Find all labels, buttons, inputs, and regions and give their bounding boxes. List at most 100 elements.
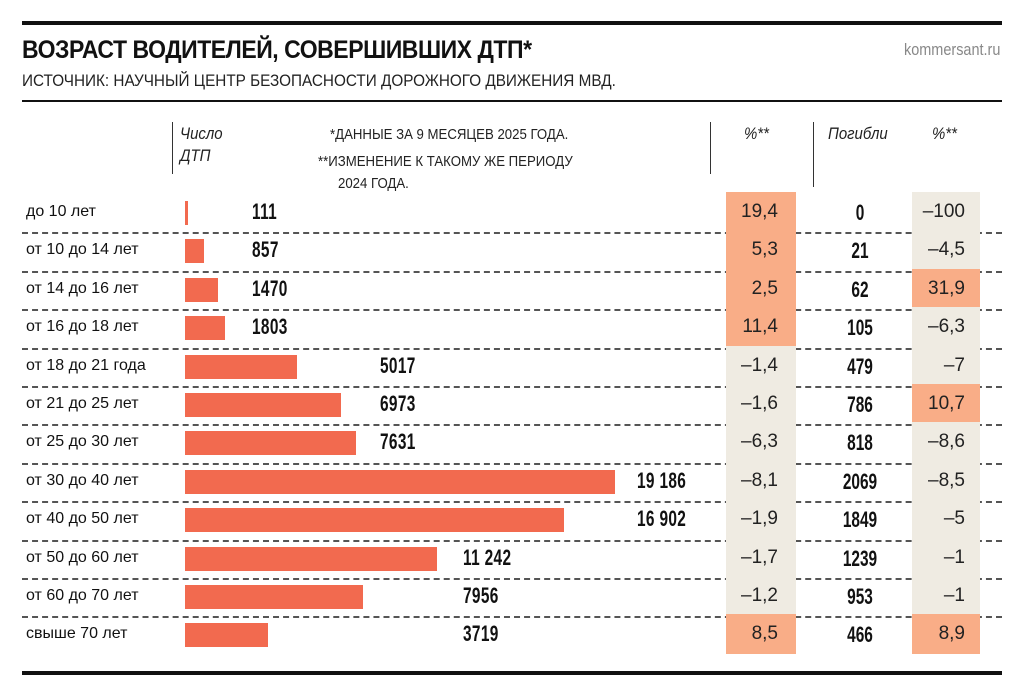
category-label: от 25 до 30 лет [26,433,139,451]
bar-value-label: 7631 [380,429,416,455]
deaths-change: –6,3 [928,316,965,338]
bar-value-label: 11 242 [463,544,512,570]
chart-title: ВОЗРАСТ ВОДИТЕЛЕЙ, СОВЕРШИВШИХ ДТП* [22,36,532,64]
row-divider [22,616,1002,619]
pct2-cell-bg [912,422,980,462]
deaths-value: 2069 [842,468,878,494]
deaths-change: –1 [943,546,965,568]
deaths-value: 1239 [842,545,878,571]
row-divider [22,347,1002,350]
note-2b: 2024 ГОДА. [338,175,409,192]
category-label: до 10 лет [26,203,96,220]
deaths-value: 818 [847,430,873,456]
bar-value-label: 1470 [252,275,288,301]
deaths-change: –5 [943,508,965,530]
bar [185,469,615,494]
row-divider [22,386,1002,388]
pct2-cell-bg [912,576,980,616]
accidents-change: –6,3 [741,431,778,453]
pct1-cell-bg [726,230,796,270]
bar-value-label: 111 [252,199,278,224]
header-accidents: Число [180,124,223,143]
accidents-change: –1,2 [741,585,778,606]
deaths-value: 105 [847,315,873,341]
category-label: от 14 до 16 лет [26,279,139,297]
pct1-cell-bg [726,537,796,577]
separator [710,122,711,174]
bar [185,623,269,648]
bar [185,393,342,417]
deaths-change: –100 [922,201,965,222]
pct1-cell-bg [726,460,796,501]
category-label: от 40 до 50 лет [26,510,139,528]
bar [185,546,437,571]
pct1-cell-bg [726,422,796,462]
bottom-rule [22,671,1002,675]
pct1-cell-bg [726,268,796,309]
site-link[interactable]: kommersant.ru [903,40,1000,59]
deaths-change: 31,9 [928,277,965,299]
accidents-change: –8,1 [741,469,778,491]
header-pct2: %** [932,124,957,143]
category-label: от 60 до 70 лет [26,587,139,604]
deaths-value: 786 [847,392,873,417]
deaths-value: 21 [851,238,869,264]
pct1-cell-bg [726,192,796,232]
bar [185,201,188,225]
accidents-change: –1,9 [741,508,778,530]
header-accidents-2: ДТП [180,146,211,165]
category-label: от 50 до 60 лет [26,548,139,566]
pct1-cell-bg [726,384,796,424]
bar [185,585,364,609]
bar-value-label: 7956 [463,583,499,608]
bar-value-label: 19 186 [637,467,687,493]
row-divider [22,462,1002,465]
deaths-change: –7 [943,354,965,376]
accidents-change: –1,7 [741,546,778,568]
bar-value-label: 6973 [380,391,416,416]
note-1: *ДАННЫЕ ЗА 9 МЕСЯЦЕВ 2025 ГОДА. [330,126,569,143]
accidents-change: –1,4 [741,354,778,376]
bar-value-label: 1803 [252,314,288,340]
bar [185,354,298,379]
deaths-change: –8,6 [928,431,965,453]
category-label: от 18 до 21 года [26,356,146,374]
pct1-cell-bg [726,307,796,347]
category-label: от 21 до 25 лет [26,395,139,412]
top-rule [22,21,1002,25]
category-label: свыше 70 лет [26,625,128,643]
bar [185,431,357,456]
deaths-value: 953 [847,584,873,609]
accidents-change: 8,5 [751,623,778,645]
pct2-cell-bg [912,192,980,232]
header-deaths: Погибли [828,124,888,143]
pct2-cell-bg [912,614,980,654]
category-label: от 16 до 18 лет [26,318,139,336]
accidents-change: 2,5 [751,277,778,299]
bar [185,277,218,302]
deaths-change: 8,9 [938,623,965,645]
pct1-cell-bg [726,499,796,539]
pct1-cell-bg [726,345,796,385]
pct2-cell-bg [912,537,980,577]
row-divider [22,309,1002,312]
row-divider [22,270,1002,273]
row-divider [22,578,1002,580]
accidents-change: 5,3 [751,239,778,261]
header-rule [22,100,1002,102]
bar-value-label: 3719 [463,621,499,647]
pct2-cell-bg [912,307,980,347]
deaths-value: 479 [847,353,873,379]
bar-value-label: 16 902 [637,506,687,532]
deaths-change: –8,5 [928,469,965,491]
deaths-value: 1849 [842,507,878,533]
accidents-change: –1,6 [741,393,778,414]
pct2-cell-bg [912,460,980,501]
category-label: от 30 до 40 лет [26,471,139,489]
pct1-cell-bg [726,576,796,616]
row-divider [22,232,1002,235]
accidents-change: 19,4 [741,201,778,222]
pct2-cell-bg [912,268,980,309]
row-divider [22,501,1002,504]
